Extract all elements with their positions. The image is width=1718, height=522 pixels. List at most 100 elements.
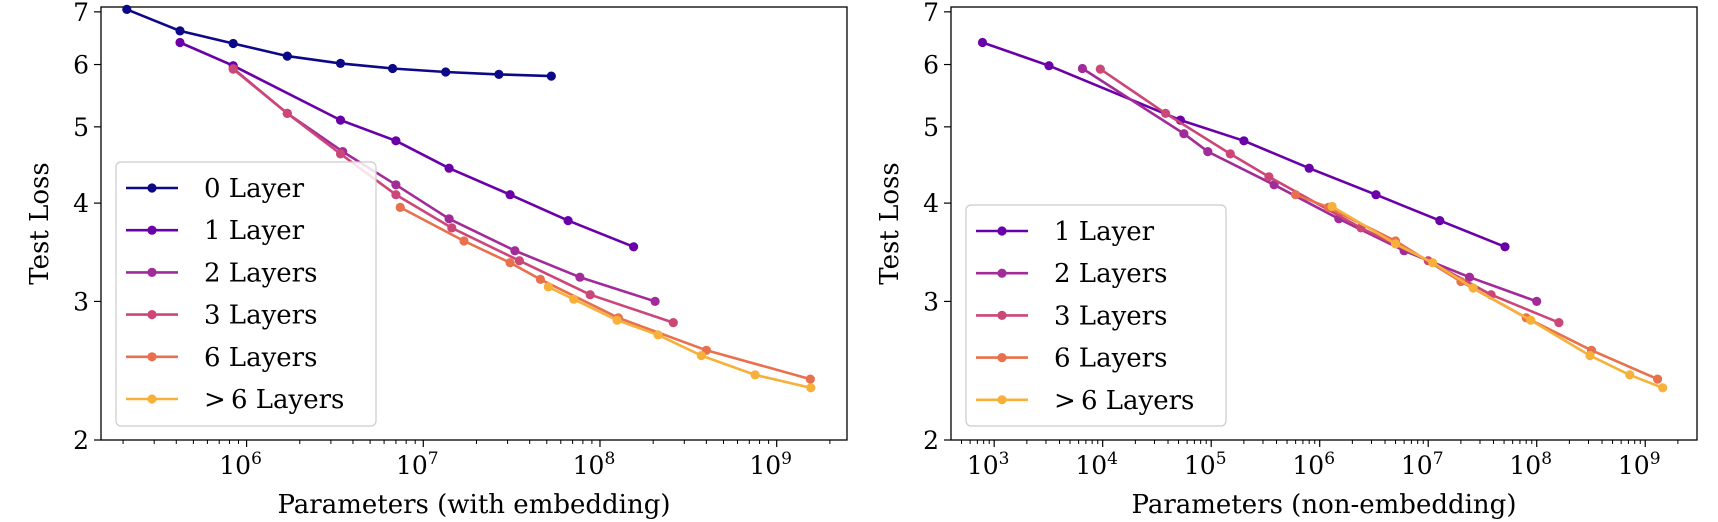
legend-marker — [147, 352, 157, 362]
data-point — [653, 330, 663, 340]
data-point — [1239, 136, 1249, 146]
y-tick-label: 4 — [73, 189, 89, 218]
data-point — [335, 149, 346, 159]
y-tick-label: 2 — [73, 426, 89, 455]
data-point — [1464, 272, 1475, 282]
x-tick-label: 109 — [749, 449, 792, 480]
legend-marker — [997, 353, 1007, 363]
data-point — [282, 51, 292, 61]
legend-marker — [147, 394, 157, 404]
data-point — [1554, 318, 1564, 328]
data-point — [696, 351, 707, 361]
series-line — [982, 41, 1506, 249]
data-point — [1526, 315, 1536, 325]
y-axis-label: Test Loss — [875, 162, 905, 284]
data-point — [441, 67, 451, 77]
data-point — [1532, 296, 1542, 306]
data-point — [629, 242, 639, 252]
legend-marker — [997, 310, 1007, 320]
data-point — [505, 190, 515, 200]
legend-label: 6 Layers — [204, 343, 317, 373]
data-point — [1500, 242, 1510, 252]
y-tick-label: 6 — [923, 51, 939, 80]
y-tick-label: 5 — [73, 113, 89, 142]
data-point — [1653, 374, 1663, 384]
data-point — [575, 272, 585, 282]
x-axis-label: Parameters (with embedding) — [277, 490, 670, 520]
series-line — [232, 68, 674, 324]
legend-label: 3 Layers — [204, 301, 317, 331]
legend-marker — [997, 226, 1007, 236]
legend-marker — [147, 267, 157, 277]
data-point — [1625, 370, 1635, 380]
x-tick-label: 105 — [1184, 449, 1227, 480]
x-tick-label: 103 — [967, 449, 1010, 480]
legend-marker — [147, 183, 157, 193]
data-point — [1203, 147, 1213, 157]
data-point — [335, 58, 346, 68]
data-point — [1225, 149, 1235, 159]
data-point — [977, 37, 988, 48]
data-point — [1435, 216, 1445, 226]
x-tick-label: 108 — [1509, 449, 1552, 480]
data-point — [282, 108, 292, 118]
data-point — [1585, 351, 1595, 361]
x-axis-label: Parameters (non-embedding) — [1132, 490, 1517, 520]
data-point — [546, 71, 556, 81]
x-tick-label: 104 — [1075, 449, 1118, 480]
legend-label: 2 Layers — [204, 258, 317, 288]
data-point — [1468, 283, 1478, 293]
data-point — [1077, 63, 1087, 74]
x-tick-label: 107 — [396, 449, 439, 480]
data-point — [388, 63, 398, 74]
data-point — [1304, 163, 1314, 173]
data-point — [668, 318, 678, 328]
data-point — [447, 223, 457, 233]
data-point — [535, 274, 546, 284]
data-point — [444, 163, 454, 173]
data-point — [1658, 383, 1668, 393]
data-point — [444, 214, 454, 224]
data-point — [228, 38, 238, 49]
legend-label: > 6 Layers — [1054, 386, 1194, 416]
legend-label: 1 Layer — [204, 216, 305, 246]
legend-box — [965, 204, 1227, 427]
data-point — [391, 190, 401, 200]
data-point — [335, 115, 346, 125]
chart-non-embedding: 103 104 105 106 107 108 109 2 3 4 5 6 7 1 Layer 2 Lay… — [875, 0, 1698, 520]
x-tick-label: 106 — [219, 449, 262, 480]
series-line — [179, 41, 635, 249]
data-point — [1179, 129, 1189, 139]
data-point — [1390, 239, 1401, 249]
data-point — [395, 202, 405, 212]
y-tick-label: 3 — [73, 287, 89, 316]
data-point — [1327, 201, 1337, 212]
legend-label: 1 Layer — [1054, 217, 1155, 247]
legend-label: 0 Layer — [204, 174, 305, 204]
data-point — [612, 315, 622, 325]
data-point — [459, 236, 469, 246]
x-tick-label: 107 — [1401, 449, 1444, 480]
data-point — [1044, 61, 1054, 71]
data-point — [510, 246, 520, 256]
x-tick-label: 109 — [1618, 449, 1661, 480]
chart-with-embedding: 106 107 108 109 2 3 4 5 6 7 0 Layer 1 Layer 2 Layer… — [25, 0, 848, 520]
data-point — [505, 258, 515, 268]
data-point — [1371, 190, 1381, 200]
y-tick-label: 3 — [923, 287, 939, 316]
y-tick-label: 2 — [923, 426, 939, 455]
y-tick-label: 5 — [923, 113, 939, 142]
legend-label: 2 Layers — [1054, 259, 1167, 289]
data-point — [122, 4, 132, 15]
data-point — [1269, 180, 1279, 190]
y-tick-label: 7 — [923, 0, 939, 27]
data-point — [514, 256, 525, 266]
data-point — [391, 136, 401, 146]
legend-label: 3 Layers — [1054, 301, 1167, 331]
legend-marker — [147, 310, 157, 320]
y-tick-label: 7 — [73, 0, 89, 27]
series-line — [1331, 205, 1664, 390]
data-point — [563, 216, 573, 226]
data-point — [175, 26, 185, 36]
